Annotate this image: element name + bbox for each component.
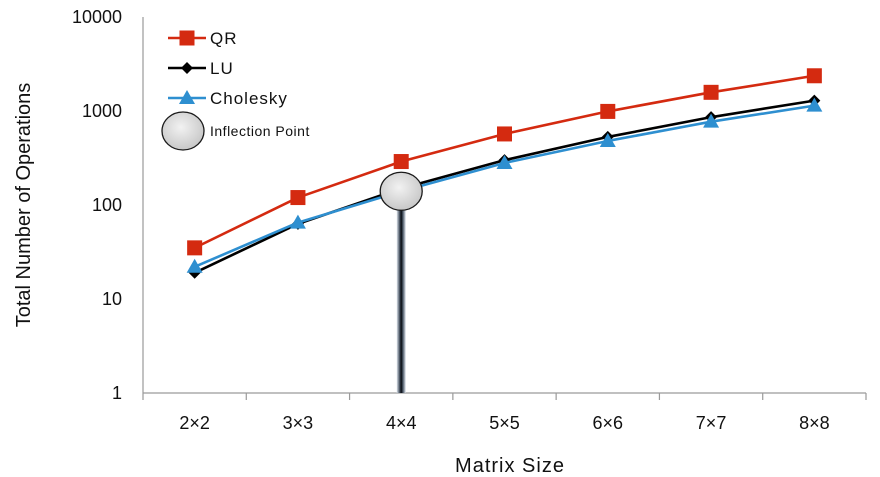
inflection-point-marker xyxy=(379,171,423,211)
legend-bubble xyxy=(161,111,205,151)
series-point xyxy=(290,190,306,206)
series-point xyxy=(187,240,203,256)
series-point xyxy=(806,97,823,112)
inflection-stem xyxy=(396,191,406,393)
x-tick-label: 4×4 xyxy=(386,413,417,433)
series-point xyxy=(393,154,409,170)
x-tick-label: 7×7 xyxy=(696,413,727,433)
legend-label: Cholesky xyxy=(210,89,288,108)
series-point xyxy=(806,68,822,84)
y-tick-labels: 1 10 100 1000 10000 xyxy=(72,7,122,403)
x-tick-label: 5×5 xyxy=(489,413,520,433)
series-point xyxy=(179,90,195,104)
series-point xyxy=(703,113,720,128)
y-tick-label: 10000 xyxy=(72,7,122,27)
series-qr xyxy=(187,68,822,256)
y-tick-label: 1000 xyxy=(82,101,122,121)
series-point xyxy=(179,30,195,46)
series-point xyxy=(599,132,616,147)
x-tick-label: 3×3 xyxy=(283,413,314,433)
x-tick-labels: 2×2 3×3 4×4 5×5 6×6 7×7 8×8 xyxy=(179,413,829,433)
y-tick-label: 1 xyxy=(112,383,122,403)
x-tick-label: 6×6 xyxy=(593,413,624,433)
series-point xyxy=(497,126,512,142)
y-tick-label: 10 xyxy=(102,289,122,309)
series-point xyxy=(600,103,616,119)
legend-item-inflection-point: Inflection Point xyxy=(161,111,310,151)
x-axis-label: Matrix Size xyxy=(455,455,565,477)
legend-label: Inflection Point xyxy=(210,123,310,139)
x-tick-label: 2×2 xyxy=(179,413,210,433)
y-axis-label: Total Number of Operations xyxy=(13,83,35,328)
legend-label: QR xyxy=(210,29,238,48)
series-point xyxy=(289,214,306,229)
series-point xyxy=(186,258,203,273)
inflection-bubble-layer xyxy=(379,171,423,211)
legend: QR LU Cholesky Inflection Point xyxy=(161,29,310,151)
legend-label: LU xyxy=(210,59,234,78)
legend-item-qr: QR xyxy=(168,29,238,48)
axes xyxy=(142,17,867,400)
x-tick-label: 8×8 xyxy=(799,413,830,433)
legend-item-lu: LU xyxy=(168,59,234,78)
series-point xyxy=(703,84,719,100)
series-point xyxy=(496,154,513,169)
inflection-stem-layer xyxy=(396,191,406,393)
series-point xyxy=(181,62,193,74)
legend-item-cholesky: Cholesky xyxy=(168,89,288,108)
y-tick-label: 100 xyxy=(92,195,122,215)
